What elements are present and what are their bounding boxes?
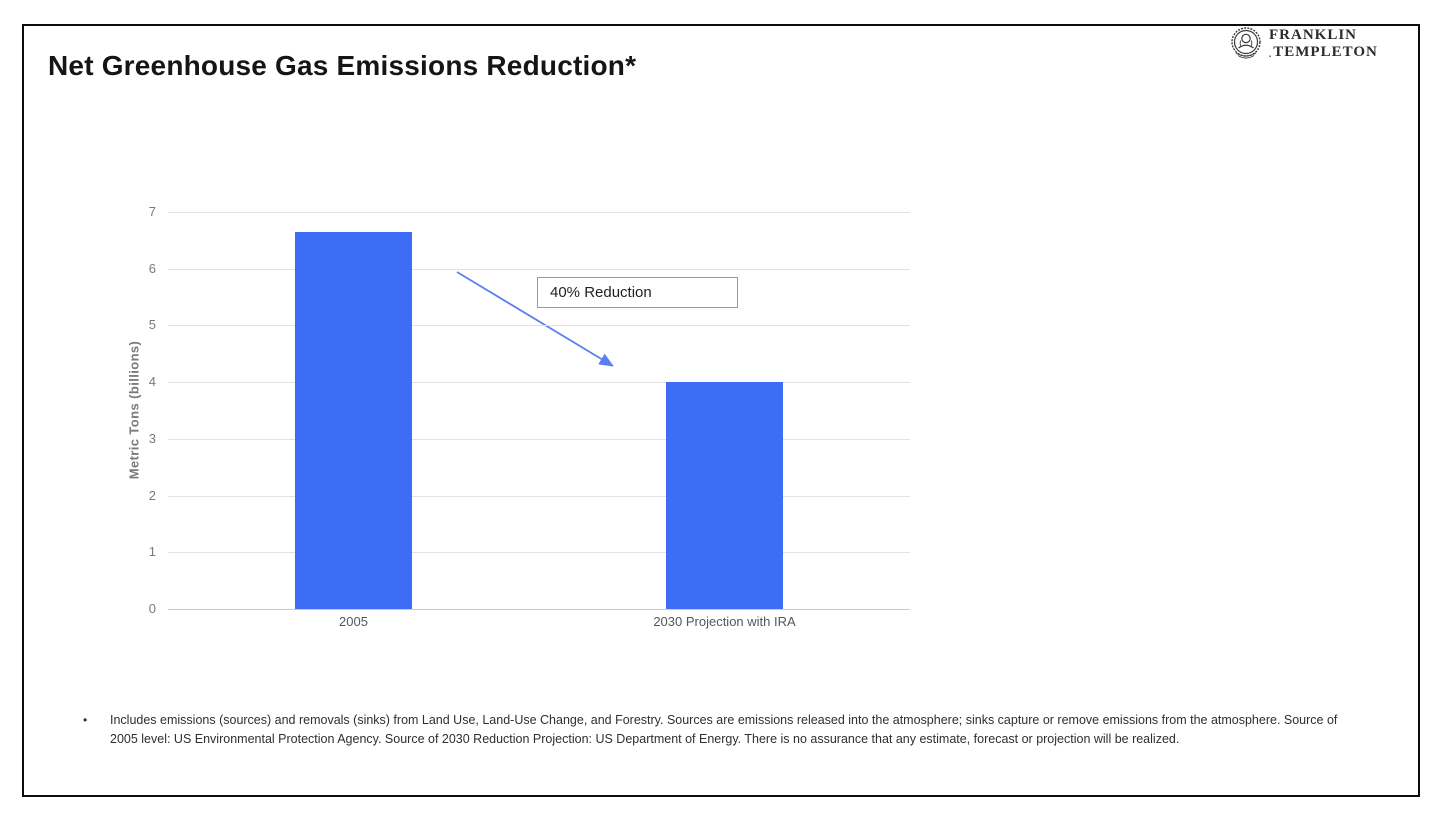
gridline-5 [168, 325, 910, 327]
gridline-4 [168, 382, 910, 384]
y-tick-label-2: 2 [148, 487, 156, 503]
y-tick-label-4: 4 [148, 374, 156, 390]
gridline-0 [168, 609, 910, 610]
y-tick-label-5: 5 [148, 317, 156, 333]
x-tick-label-1: 2030 Projection with IRA [653, 614, 796, 629]
bullet-icon: • [83, 713, 88, 727]
reduction-annotation-box: 40% Reduction [537, 277, 738, 308]
y-tick-label-7: 7 [148, 204, 156, 219]
reduction-arrow [456, 271, 614, 367]
bar-2030-projection-with-ira [666, 382, 783, 609]
gridline-7 [168, 212, 910, 213]
y-tick-label-6: 6 [148, 260, 156, 276]
gridline-6 [168, 268, 910, 270]
bar-2005 [295, 231, 412, 609]
gridline-3 [168, 438, 910, 440]
logo-wordmark: FRANKLIN . TEMPLETON [1269, 27, 1378, 61]
gridline-2 [168, 495, 910, 497]
x-tick-label-0: 2005 [339, 614, 368, 629]
franklin-templeton-logo: FRANKLIN . TEMPLETON [1230, 26, 1378, 62]
y-tick-label-1: 1 [148, 544, 156, 560]
footnote-text: Includes emissions (sources) and removal… [110, 713, 1338, 746]
ben-franklin-medallion-icon [1231, 27, 1261, 59]
y-tick-label-0: 0 [148, 601, 156, 616]
logo-line-franklin: FRANKLIN [1269, 27, 1358, 43]
gridline-1 [168, 552, 910, 554]
registered-mark: . [1269, 49, 1273, 59]
footnote: • Includes emissions (sources) and remov… [83, 711, 1393, 748]
y-tick-label-3: 3 [148, 430, 156, 446]
logo-line-templeton: TEMPLETON [1273, 44, 1378, 60]
y-axis-title: Metric Tons (billions) [126, 340, 142, 480]
page-title: Net Greenhouse Gas Emissions Reduction* [48, 50, 637, 81]
